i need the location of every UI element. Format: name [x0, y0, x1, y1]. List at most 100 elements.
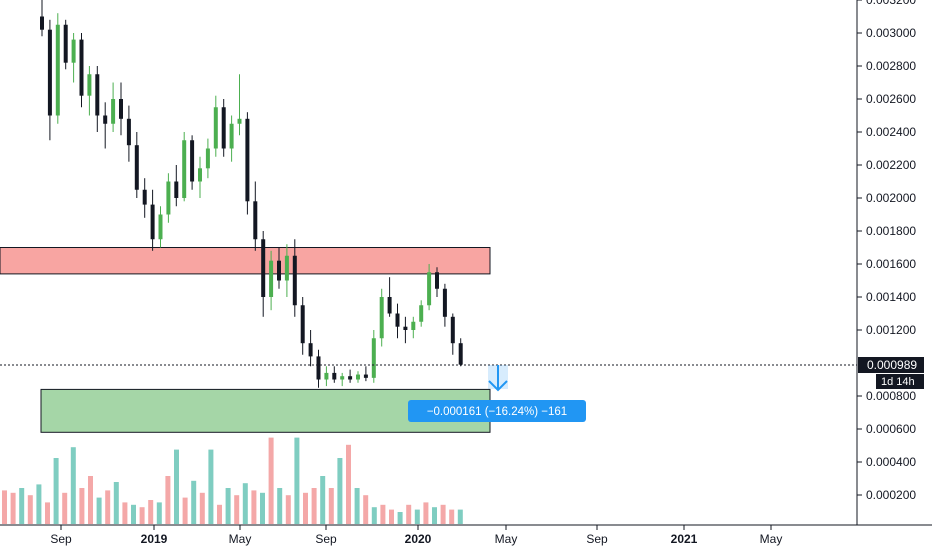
volume-bar	[449, 509, 455, 524]
candle-body	[166, 181, 171, 215]
volume-bar	[380, 504, 386, 524]
candle-body	[126, 118, 131, 146]
candle-body	[284, 255, 289, 281]
candle-body	[261, 239, 266, 297]
time-tick-label: 2019	[141, 532, 168, 546]
measure-label: −0.000161 (−16.24%) −161	[427, 406, 567, 418]
volume-bar	[337, 458, 343, 524]
volume-bar	[88, 476, 93, 524]
candle-body	[190, 140, 195, 182]
volume-bar	[328, 488, 334, 524]
countdown-label: 1d 14h	[881, 376, 915, 388]
time-tick-label: Sep	[50, 532, 72, 546]
price-tick-label: 0.003200	[866, 0, 916, 7]
candle-body	[419, 305, 424, 322]
candle-body	[158, 214, 163, 240]
price-tick-label: 0.001200	[866, 323, 916, 337]
time-axis[interactable]: Sep 2019 May Sep 2020 May Sep 2021 May	[0, 524, 932, 546]
volume-bar	[36, 484, 42, 524]
time-tick-label: 2021	[671, 532, 698, 546]
candle-body	[300, 305, 305, 344]
volume-bar	[70, 447, 76, 524]
countdown-box	[876, 374, 924, 389]
time-tick-label: May	[229, 532, 252, 546]
candle-body	[150, 204, 155, 240]
volume-bar	[191, 480, 197, 524]
candle-body	[379, 297, 384, 339]
volume-bar	[311, 488, 317, 524]
volume-bar	[122, 502, 128, 524]
candle-body	[395, 313, 400, 327]
candle-body	[403, 326, 408, 330]
price-tick-label: 0.002400	[866, 125, 916, 139]
measure-tool[interactable]: −0.000161 (−16.24%) −161	[408, 365, 586, 422]
measure-label-box	[408, 400, 586, 422]
candle-body	[356, 374, 360, 380]
price-tick-label: 0.002600	[866, 92, 916, 106]
time-tick-label: May	[760, 532, 783, 546]
candle-body	[277, 260, 281, 281]
volume-bar	[148, 500, 154, 524]
last-price-label: 0.000989	[867, 358, 917, 372]
candle-body	[198, 168, 202, 182]
volume-bar	[156, 502, 162, 524]
volume-bar	[397, 512, 403, 524]
volume-bar	[406, 504, 412, 524]
volume-bar	[251, 490, 257, 524]
volume-bar	[346, 444, 351, 524]
candle-body	[458, 343, 463, 365]
candle-body	[340, 376, 345, 380]
volume-bar	[199, 492, 205, 524]
volume-bar	[113, 482, 119, 524]
candle-body	[71, 39, 76, 63]
volume-bar	[303, 492, 308, 524]
volume-bar	[27, 495, 33, 524]
candle-body	[363, 374, 368, 378]
price-tick-label: 0.002200	[866, 158, 916, 172]
volume-bar	[208, 449, 214, 524]
price-axis[interactable]: 0.003200 0.003000 0.002800 0.002600 0.002400…	[856, 0, 916, 525]
price-tick-label: 0.001400	[866, 290, 916, 304]
candle-body	[95, 74, 100, 116]
volume-bar	[414, 509, 420, 524]
price-tick-label: 0.002000	[866, 191, 916, 205]
resistance-zone	[0, 247, 491, 275]
volume-bar	[96, 497, 102, 524]
candle-body	[134, 145, 139, 190]
volume-bar	[320, 476, 326, 524]
candle-body	[63, 24, 68, 63]
time-tick-label: Sep	[586, 532, 608, 546]
candle-body	[47, 29, 52, 116]
candle-body	[237, 118, 242, 124]
volume-bar	[19, 488, 25, 524]
candle-body	[292, 255, 297, 306]
price-tick-label: 0.000600	[866, 422, 916, 436]
volume-bar	[294, 437, 300, 524]
candle-body	[450, 316, 455, 344]
volume-bar	[440, 504, 446, 524]
volume-bar	[354, 488, 360, 524]
last-price-tag: 0.000989 1d 14h	[858, 357, 924, 389]
time-tick-label: Sep	[315, 532, 337, 546]
volume-bar	[165, 476, 171, 524]
volume-bar	[225, 488, 231, 524]
volume-bar	[260, 492, 265, 524]
candle-body	[253, 201, 258, 240]
candle-body	[442, 288, 447, 317]
candle-body	[308, 343, 313, 357]
volume-bar	[53, 458, 59, 524]
volume-bar	[277, 488, 283, 524]
candle-body	[221, 107, 226, 149]
candle-body	[205, 148, 210, 169]
volume-bar	[268, 437, 274, 524]
measure-arrow-head	[488, 380, 508, 392]
candle-body	[316, 356, 321, 380]
candles-layer	[40, 0, 463, 388]
volume-bar	[105, 490, 111, 524]
candle-body	[103, 115, 108, 124]
price-tick-label: 0.001800	[866, 224, 916, 238]
candle-body	[435, 272, 439, 289]
volume-bar	[234, 495, 240, 524]
volume-bar	[79, 488, 85, 524]
